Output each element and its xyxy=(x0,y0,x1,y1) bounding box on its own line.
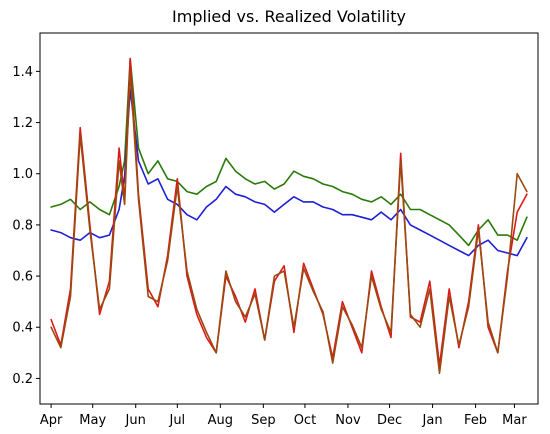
x-tick-label: Sep xyxy=(251,413,276,428)
series-line-1 xyxy=(50,57,528,247)
series-line-4 xyxy=(50,70,528,375)
x-tick-label: Oct xyxy=(294,413,316,428)
y-tick-label: 0.8 xyxy=(12,218,33,233)
x-tick-label: Jan xyxy=(422,413,443,428)
y-tick-label: 0.4 xyxy=(12,321,33,336)
x-axis: Apr May Jun Jul Aug Sep Oct Nov Dec Jan Feb Mar xyxy=(40,404,527,428)
x-tick-label: Aug xyxy=(208,413,233,428)
x-tick-label: Dec xyxy=(377,413,402,428)
y-axis: 0.2 0.4 0.6 0.8 1.0 1.2 1.4 xyxy=(12,65,40,387)
y-tick-label: 1.4 xyxy=(12,65,33,80)
x-tick-label: Jul xyxy=(168,413,185,428)
chart-title: Implied vs. Realized Volatility xyxy=(172,7,406,26)
series-layer xyxy=(50,57,528,375)
y-tick-label: 1.0 xyxy=(12,167,33,182)
x-tick-label: Jun xyxy=(125,413,146,428)
x-tick-label: Feb xyxy=(464,413,487,428)
plot-frame xyxy=(39,32,539,405)
x-tick-label: Nov xyxy=(335,413,361,428)
y-tick-label: 0.2 xyxy=(12,372,33,387)
x-tick-label: Mar xyxy=(502,413,527,428)
x-tick-label: May xyxy=(79,413,106,428)
y-tick-label: 0.6 xyxy=(12,270,33,285)
y-tick-label: 1.2 xyxy=(12,116,33,131)
x-tick-label: Apr xyxy=(40,413,63,428)
